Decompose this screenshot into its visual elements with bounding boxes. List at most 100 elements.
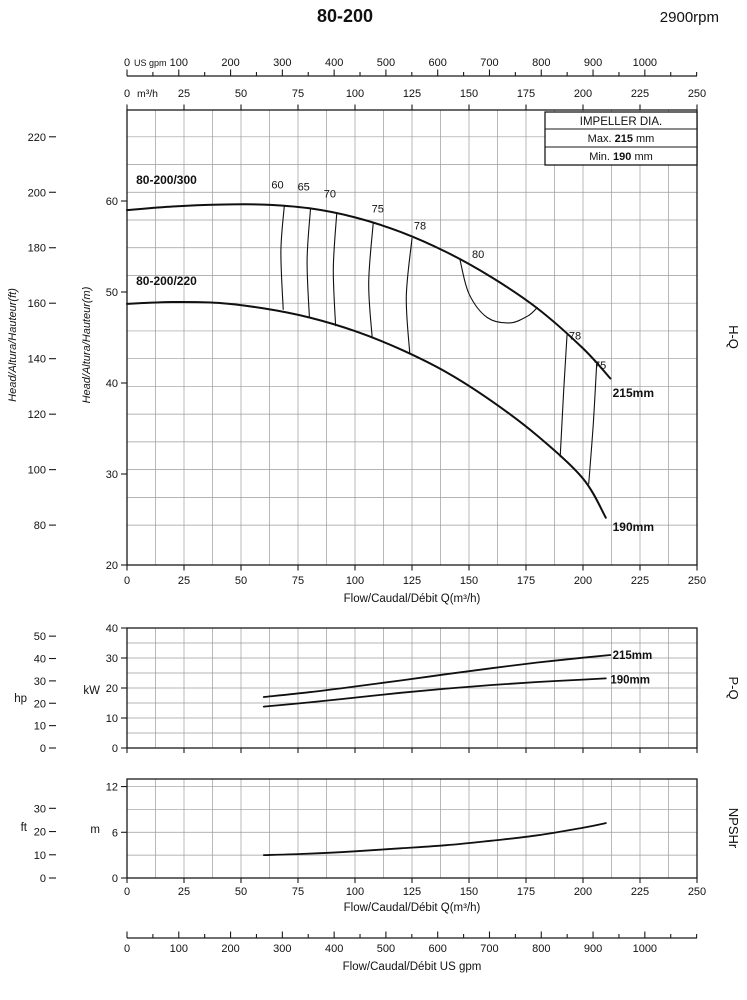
npshr-m-label: m (90, 824, 100, 836)
pq-chart: 0 10 20 30 40 0 10 20 30 40 50 kW hp 215mm 190mm P-Q (14, 623, 741, 755)
chart-text: 25 (178, 88, 190, 100)
chart-text: 175 (517, 886, 535, 898)
chart-text: 0 (124, 943, 130, 955)
hq-y-axis-ft-label: Head/Altura/Hauteur(ft) (7, 288, 19, 402)
curve-80-200/300 (126, 203, 612, 380)
chart-text: 200 (28, 187, 46, 199)
efficiency-line-78 (405, 237, 413, 354)
chart-text: 400 (325, 943, 343, 955)
impeller-box-title: IMPELLER DIA. (580, 116, 662, 128)
efficiency-line-75 (368, 222, 374, 338)
chart-text: 220 (28, 132, 46, 144)
power-curve-215mm (262, 654, 612, 698)
chart-text: 75 (292, 88, 304, 100)
chart-text: 250 (688, 575, 706, 587)
series-name-label: 80-200/300 (136, 173, 197, 187)
chart-text: 140 (28, 354, 46, 366)
chart-text: 300 (273, 57, 291, 69)
series-name-label: 80-200/220 (136, 274, 197, 288)
chart-text: 100 (170, 57, 188, 69)
chart-text: 225 (631, 88, 649, 100)
npshr-ft-label: ft (21, 822, 28, 834)
power-curve-190mm (262, 677, 607, 708)
chart-text: 40 (106, 378, 118, 390)
chart-text: 10 (34, 721, 46, 733)
hq-y-axis-m-label: Head/Altura/Hauteur(m) (81, 286, 93, 403)
chart-text: 600 (429, 943, 447, 955)
pump-model-title: 80-200 (316, 6, 374, 26)
pq-right-label: P-Q (726, 676, 741, 699)
hq-x-axis-title: Flow/Caudal/Débit Q(m³/h) (344, 593, 481, 605)
chart-text: 200 (221, 943, 239, 955)
efficiency-label: 65 (298, 181, 310, 193)
npshr-right-label: NPSHr (726, 808, 741, 849)
bottom-gpm-axis: 0 100 200 300 400 500 600 700 800 900 1000 Flow/Cau… (124, 931, 698, 973)
chart-text: 900 (584, 57, 602, 69)
chart-text: 40 (106, 623, 118, 635)
chart-text: 200 (574, 886, 592, 898)
chart-text: 0 (124, 575, 130, 587)
chart-text: 30 (106, 653, 118, 665)
chart-text: 900 (584, 943, 602, 955)
npshr-curve (262, 822, 607, 857)
impeller-size-label: 215mm (613, 386, 654, 400)
chart-text: 50 (235, 88, 247, 100)
efficiency-line-75 (588, 363, 598, 485)
efficiency-line-80 (459, 258, 538, 324)
chart-text: 10 (106, 713, 118, 725)
chart-text: 0 (124, 57, 130, 69)
chart-text: 600 (429, 57, 447, 69)
efficiency-label: 60 (271, 180, 283, 192)
chart-text: 6 (112, 827, 118, 839)
power-curve-label: 190mm (610, 675, 650, 687)
chart-text: 150 (460, 575, 478, 587)
chart-text: 50 (235, 886, 247, 898)
chart-text: 200 (574, 88, 592, 100)
chart-text: 200 (574, 575, 592, 587)
impeller-size-label: 190mm (613, 520, 654, 534)
chart-text: 20 (106, 560, 118, 572)
chart-text: 120 (28, 409, 46, 421)
chart-text: 1000 (633, 57, 657, 69)
chart-text: 225 (631, 575, 649, 587)
efficiency-label: 80 (472, 249, 484, 261)
chart-text: 175 (517, 88, 535, 100)
hq-right-label: H-Q (726, 325, 741, 349)
chart-text: 100 (346, 88, 364, 100)
chart-text: 180 (28, 243, 46, 255)
impeller-dia-box: IMPELLER DIA. Max. 215 mm Min. 190 mm (544, 111, 698, 166)
chart-text: 100 (346, 575, 364, 587)
chart-text: 250 (688, 886, 706, 898)
efficiency-line-78 (559, 334, 568, 458)
chart-text: 75 (292, 886, 304, 898)
chart-text: 10 (34, 850, 46, 862)
chart-text: 0 (112, 743, 118, 755)
chart-text: 50 (34, 631, 46, 643)
chart-text: 0 (40, 743, 46, 755)
chart-text: 40 (34, 654, 46, 666)
chart-text: 500 (377, 57, 395, 69)
efficiency-line-60 (280, 205, 285, 310)
chart-text: 0 (40, 873, 46, 885)
efficiency-line-70 (332, 212, 338, 327)
chart-text: 800 (532, 943, 550, 955)
efficiency-label: 75 (372, 203, 384, 215)
chart-text: 25 (178, 886, 190, 898)
pq-kw-label: kW (83, 685, 100, 697)
chart-text: 50 (106, 287, 118, 299)
chart-text: 30 (34, 676, 46, 688)
chart-text: 200 (221, 57, 239, 69)
chart-text: 150 (460, 88, 478, 100)
chart-text: 800 (532, 57, 550, 69)
gpm-unit-label: US gpm (134, 58, 167, 68)
chart-text: 50 (235, 575, 247, 587)
chart-text: 500 (377, 943, 395, 955)
m3h-unit-label: m³/h (137, 88, 158, 100)
chart-text: 1000 (633, 943, 657, 955)
chart-text: 20 (34, 698, 46, 710)
top-gpm-axis: 0 100 200 300 400 500 600 700 800 900 1000 US gpm (124, 57, 698, 77)
chart-text: 125 (403, 575, 421, 587)
pump-speed-label: 2900rpm (659, 9, 719, 26)
